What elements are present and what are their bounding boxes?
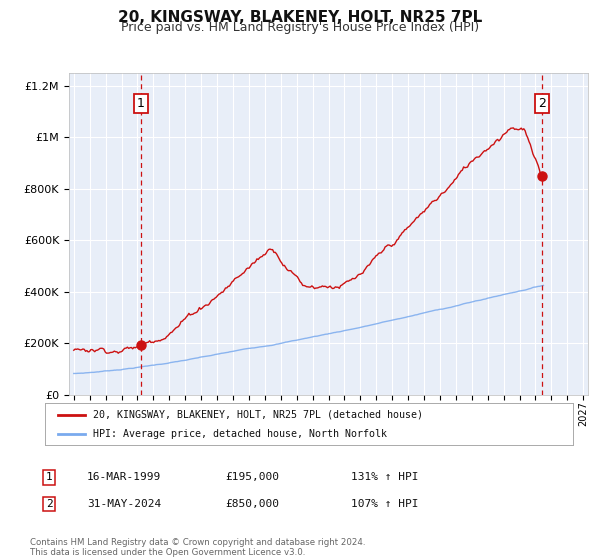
Text: 131% ↑ HPI: 131% ↑ HPI — [351, 472, 419, 482]
Text: 1: 1 — [137, 97, 145, 110]
Text: Price paid vs. HM Land Registry's House Price Index (HPI): Price paid vs. HM Land Registry's House … — [121, 21, 479, 34]
Text: HPI: Average price, detached house, North Norfolk: HPI: Average price, detached house, Nort… — [92, 429, 386, 439]
Text: 2: 2 — [46, 499, 53, 509]
Text: 107% ↑ HPI: 107% ↑ HPI — [351, 499, 419, 509]
Text: 20, KINGSWAY, BLAKENEY, HOLT, NR25 7PL (detached house): 20, KINGSWAY, BLAKENEY, HOLT, NR25 7PL (… — [92, 409, 422, 419]
Text: £195,000: £195,000 — [225, 472, 279, 482]
Text: 20, KINGSWAY, BLAKENEY, HOLT, NR25 7PL: 20, KINGSWAY, BLAKENEY, HOLT, NR25 7PL — [118, 10, 482, 25]
Text: £850,000: £850,000 — [225, 499, 279, 509]
Text: 31-MAY-2024: 31-MAY-2024 — [87, 499, 161, 509]
Text: 2: 2 — [538, 97, 546, 110]
Text: 1: 1 — [46, 472, 53, 482]
Text: Contains HM Land Registry data © Crown copyright and database right 2024.
This d: Contains HM Land Registry data © Crown c… — [30, 538, 365, 557]
Text: 16-MAR-1999: 16-MAR-1999 — [87, 472, 161, 482]
